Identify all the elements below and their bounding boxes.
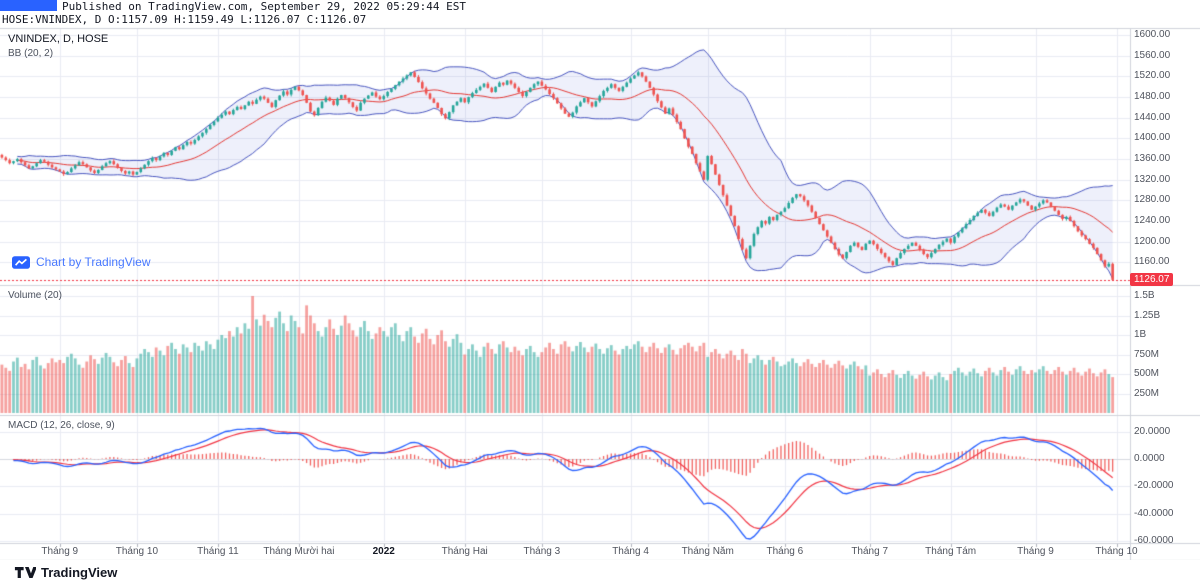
tradingview-logo-link[interactable]: TradingView <box>14 565 117 580</box>
main-legend-bb: BB (20, 2) <box>8 48 54 59</box>
footer-bar: TradingView <box>0 560 1200 584</box>
brand-label: TradingView <box>41 564 118 580</box>
header-blue-bar <box>0 0 57 11</box>
published-line: Published on TradingView.com, September … <box>62 0 466 13</box>
macd-legend: MACD (12, 26, close, 9) <box>8 420 115 431</box>
symbol-ohlc-line: HOSE:VNINDEX, D O:1157.09 H:1159.49 L:11… <box>2 13 367 26</box>
main-pane-legend: VNINDEX, D, HOSE BB (20, 2) <box>8 33 108 59</box>
main-legend-symbol: VNINDEX, D, HOSE <box>8 33 109 45</box>
chart-by-tradingview-link[interactable]: Chart by TradingView <box>12 255 151 269</box>
last-price-label: 1126.07 <box>1130 273 1174 287</box>
volume-legend: Volume (20) <box>8 290 62 301</box>
watermark-label: Chart by TradingView <box>36 255 151 269</box>
tradingview-logo-icon <box>14 566 36 578</box>
tradingview-watermark-icon <box>12 255 30 269</box>
